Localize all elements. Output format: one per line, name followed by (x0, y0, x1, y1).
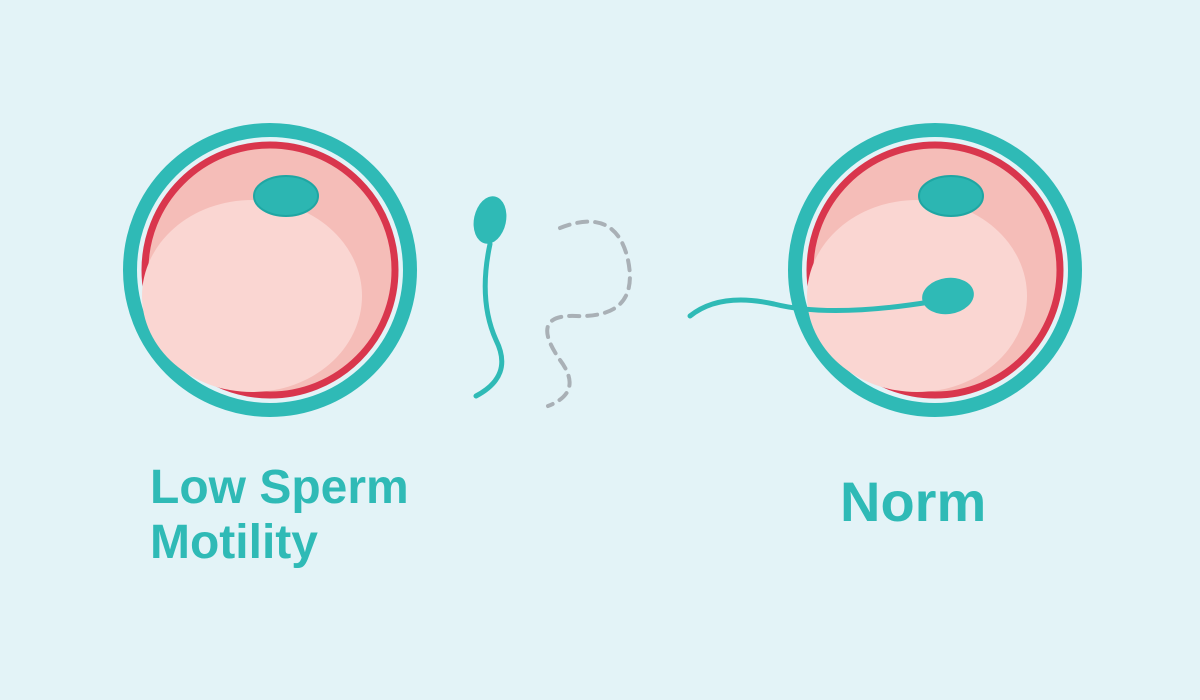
left-egg-nucleus (254, 176, 318, 216)
left-sperm-tail (476, 244, 502, 396)
right-egg-highlight (807, 200, 1027, 392)
left-label: Low Sperm Motility (150, 460, 409, 570)
left-egg-highlight (142, 200, 362, 392)
left-egg-graphic (0, 0, 1200, 700)
left-sperm-head (469, 193, 510, 247)
wander-path (547, 222, 630, 406)
right-label: Norm (840, 470, 986, 534)
right-egg-nucleus (919, 176, 983, 216)
